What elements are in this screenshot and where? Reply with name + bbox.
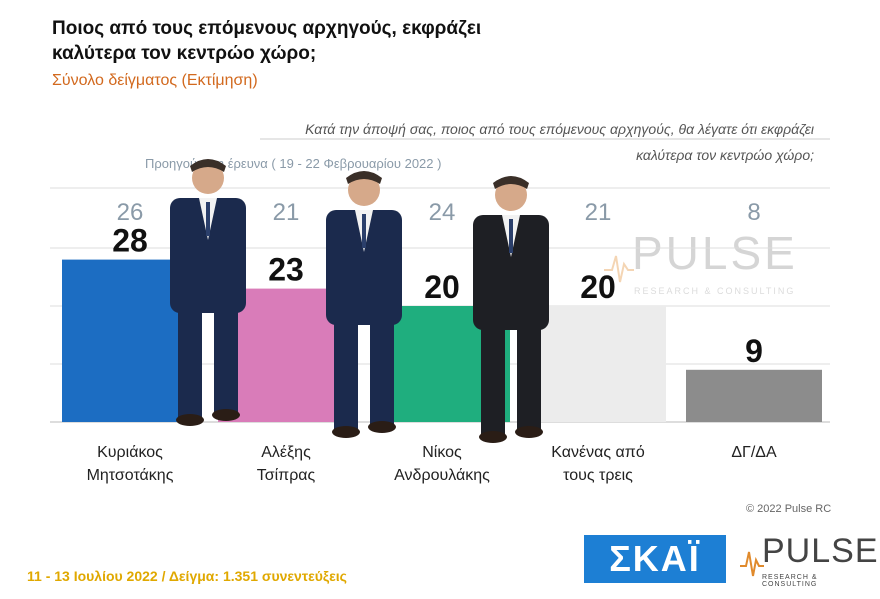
survey-question: Κατά την άποψή σας, ποιος από τους επόμε… (214, 116, 814, 168)
previous-value-label: 21 (273, 199, 300, 226)
skai-logo: ΣΚΑΪ (584, 535, 726, 583)
pulse-watermark: PULSE RESEARCH & CONSULTING (604, 226, 804, 306)
survey-date-sample: 11 - 13 Ιουλίου 2022 / Δείγμα: 1.351 συν… (27, 568, 347, 584)
pulse-logo-sub: RESEARCH & CONSULTING (762, 574, 818, 588)
bar (686, 369, 822, 422)
pulse-logo: PULSE RESEARCH & CONSULTING (740, 530, 878, 590)
data-label: 20 (580, 269, 616, 305)
data-label: 28 (112, 223, 148, 259)
leader-photo-icon (326, 171, 402, 438)
bar (530, 306, 666, 422)
data-label: 20 (424, 269, 460, 305)
pulse-watermark-sub: RESEARCH & CONSULTING (634, 286, 796, 296)
category-tick-label: Ανδρουλάκης (394, 467, 490, 484)
chart-title: Ποιος από τους επόμενους αρχηγούς, εκφρά… (52, 16, 481, 66)
previous-value-label: 8 (747, 199, 760, 226)
category-tick-label: Αλέξης (261, 444, 311, 461)
pulse-logo-word: PULSE (762, 532, 879, 570)
data-label: 9 (745, 333, 763, 369)
previous-value-label: 26 (117, 199, 144, 226)
copyright-text: © 2022 Pulse RC (746, 503, 832, 515)
chart-subtitle: Σύνολο δείγματος (Εκτίμηση) (52, 72, 258, 89)
leader-photo-icon (170, 159, 246, 426)
survey-question-line2: καλύτερα τον κεντρώο χώρο; (636, 147, 814, 163)
data-label: 23 (268, 252, 304, 288)
pulse-watermark-word: PULSE (632, 227, 798, 279)
pulse-wave-icon (604, 255, 634, 283)
category-tick-label: Κυριάκος (97, 444, 163, 461)
leader-photo-icon (473, 176, 549, 443)
category-tick-label: Τσίπρας (257, 467, 316, 484)
chart-title-line2: καλύτερα τον κεντρώο χώρο; (52, 43, 317, 64)
category-tick-label: ΔΓ/ΔΑ (731, 444, 777, 461)
category-tick-label: Κανένας από (551, 444, 645, 461)
category-tick-label: τους τρεις (563, 467, 633, 484)
category-tick-label: Μητσοτάκης (87, 467, 174, 484)
pulse-wave-icon (740, 551, 764, 577)
chart-title-line1: Ποιος από τους επόμενους αρχηγούς, εκφρά… (52, 18, 482, 39)
previous-value-label: 21 (585, 199, 612, 226)
survey-question-line1: Κατά την άποψή σας, ποιος από τους επόμε… (305, 121, 814, 137)
category-tick-label: Νίκος (422, 444, 462, 461)
previous-value-label: 24 (429, 199, 456, 226)
